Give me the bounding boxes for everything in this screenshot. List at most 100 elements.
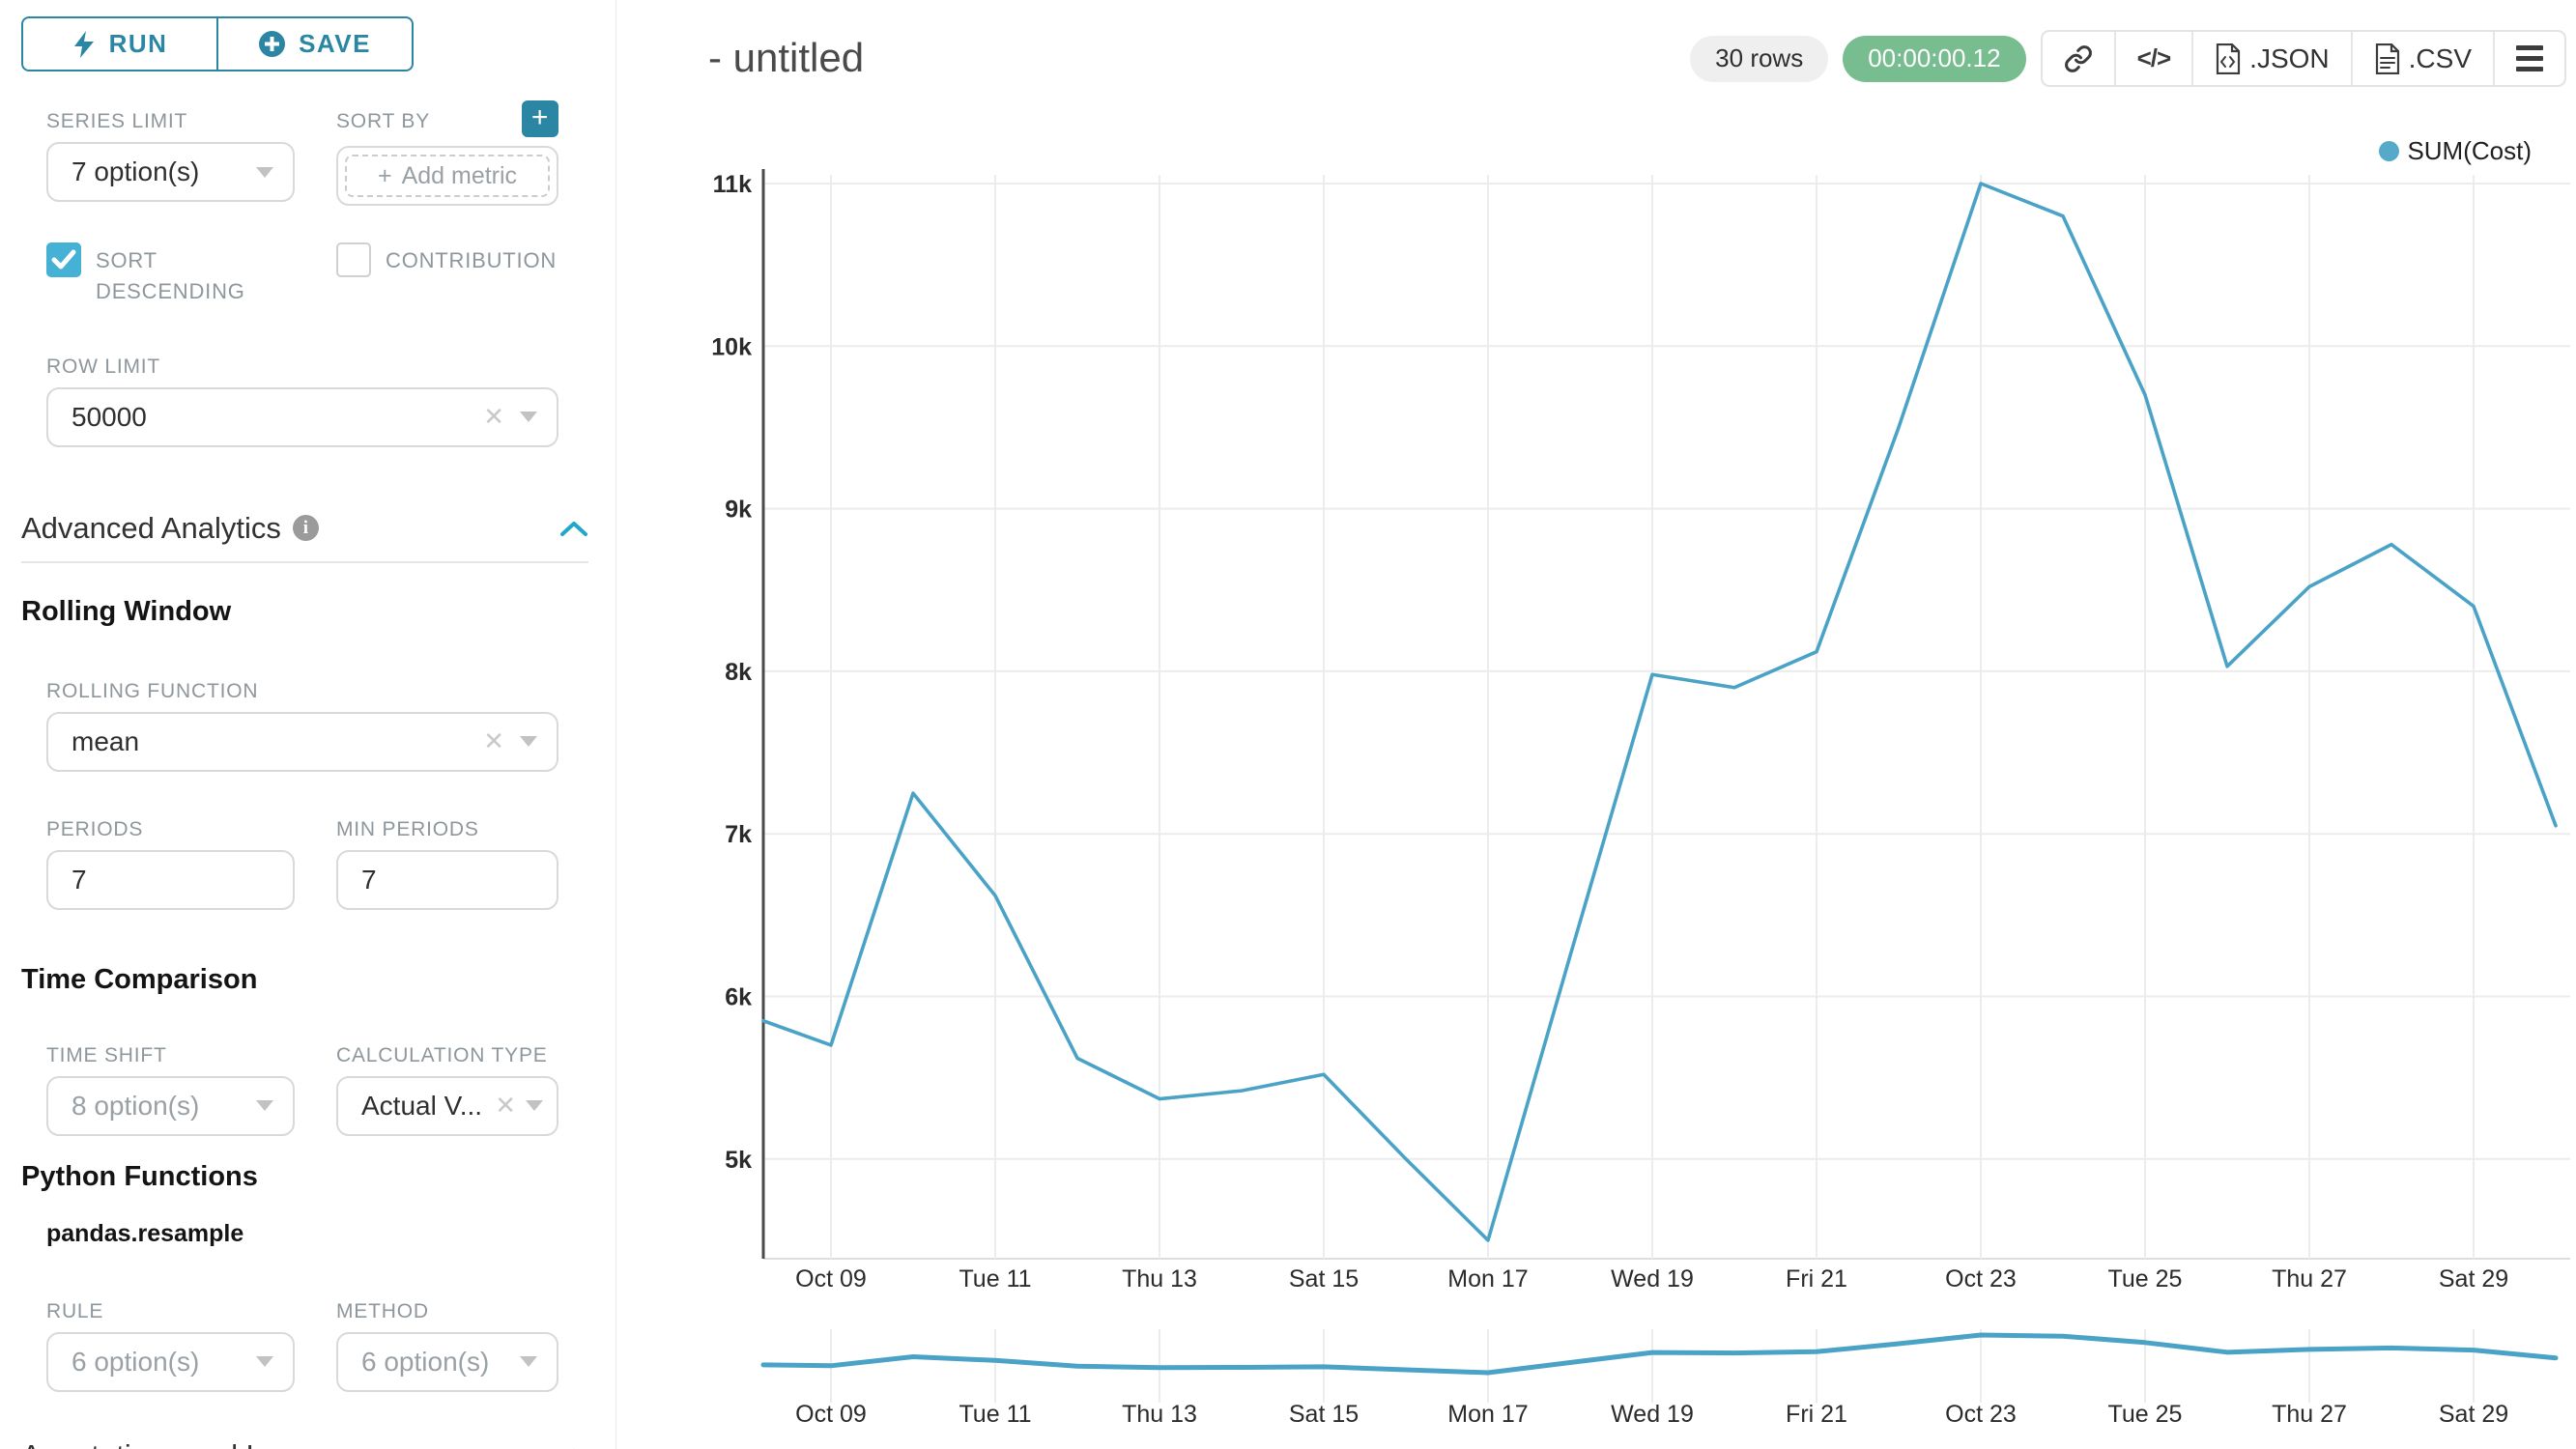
json-button-label: .JSON (2249, 43, 2330, 73)
svg-text:Sat 29: Sat 29 (2439, 1265, 2508, 1293)
svg-text:Thu 13: Thu 13 (1122, 1401, 1197, 1428)
svg-text:Oct 23: Oct 23 (1945, 1265, 2017, 1293)
svg-text:Tue 25: Tue 25 (2108, 1401, 2183, 1428)
rolling-function-select[interactable]: mean ✕ (46, 711, 558, 772)
svg-text:Oct 09: Oct 09 (795, 1401, 867, 1428)
annotations-header[interactable]: Annotations and Layers (21, 1438, 588, 1449)
annotations-title: Annotations and Layers (21, 1438, 336, 1449)
chevron-down-icon (256, 166, 273, 178)
query-timer-badge: 00:00:00.12 (1843, 35, 2026, 82)
rule-label: RULE (46, 1299, 104, 1322)
min-periods-value: 7 (361, 864, 377, 895)
run-save-button-group: RUN SAVE (21, 16, 414, 71)
chart-legend[interactable]: SUM(Cost) (2379, 136, 2532, 166)
clear-icon[interactable]: ✕ (495, 1091, 516, 1121)
time-shift-select[interactable]: 8 option(s) (46, 1075, 295, 1136)
info-icon: i (292, 515, 319, 542)
csv-file-icon (2375, 43, 2399, 74)
min-periods-label: MIN PERIODS (336, 817, 479, 840)
svg-text:Thu 13: Thu 13 (1122, 1265, 1197, 1293)
svg-text:7k: 7k (725, 821, 752, 848)
time-comparison-title: Time Comparison (21, 963, 258, 995)
row-count-badge: 30 rows (1690, 35, 1829, 82)
chevron-down-icon (520, 1356, 537, 1368)
lightning-icon (73, 30, 94, 58)
svg-text:Sat 15: Sat 15 (1289, 1265, 1359, 1293)
chart-svg[interactable]: 11k 10k 9k 8k 7k 6k 5k Oct 09 Oct 09 Tue 11 Tue 11… (624, 97, 2576, 1449)
clear-icon[interactable]: ✕ (483, 726, 504, 756)
add-metric-label: Add metric (401, 161, 518, 189)
svg-text:5k: 5k (725, 1147, 752, 1174)
svg-text:Mon 17: Mon 17 (1447, 1401, 1528, 1428)
chevron-up-icon (560, 521, 587, 536)
svg-text:Tue 11: Tue 11 (959, 1265, 1031, 1293)
svg-text:Sat 29: Sat 29 (2439, 1401, 2508, 1428)
svg-text:Wed 19: Wed 19 (1611, 1401, 1694, 1428)
json-file-icon (2217, 43, 2241, 74)
method-label: METHOD (336, 1299, 429, 1322)
row-limit-select[interactable]: 50000 ✕ (46, 386, 558, 447)
series-limit-label: SERIES LIMIT (46, 110, 188, 132)
save-button[interactable]: SAVE (216, 18, 412, 70)
sort-by-control: + Add metric (336, 146, 558, 206)
svg-text:Tue 25: Tue 25 (2108, 1265, 2183, 1293)
copy-link-button[interactable] (2043, 32, 2114, 85)
python-functions-title: Python Functions (21, 1160, 258, 1192)
embed-code-button[interactable]: </> (2113, 32, 2192, 85)
plus-icon: + (377, 161, 392, 189)
export-csv-button[interactable]: .CSV (2350, 32, 2493, 85)
chart-area: - untitled 30 rows 00:00:00.12 </> (616, 0, 2576, 1449)
rule-select[interactable]: 6 option(s) (46, 1331, 295, 1392)
legend-series-label: SUM(Cost) (2407, 136, 2532, 165)
time-shift-value: 8 option(s) (72, 1090, 200, 1121)
contribution-label: CONTRIBUTION (386, 248, 558, 272)
svg-text:11k: 11k (713, 171, 752, 198)
chevron-down-icon (520, 736, 537, 748)
plus-circle-icon (259, 31, 286, 57)
method-select[interactable]: 6 option(s) (336, 1331, 558, 1392)
sort-descending-checkbox[interactable] (46, 242, 81, 277)
add-sort-by-button[interactable]: + (522, 100, 558, 137)
code-icon: </> (2136, 43, 2172, 72)
data-panel: RUN SAVE SERIES LIMIT 7 option(s) (0, 0, 616, 1449)
contribution-checkbox[interactable] (336, 242, 371, 277)
section-divider (21, 560, 588, 563)
series-limit-select[interactable]: 7 option(s) (46, 142, 295, 202)
rolling-window-title: Rolling Window (21, 595, 232, 627)
svg-text:Oct 23: Oct 23 (1945, 1401, 2017, 1428)
advanced-analytics-title: Advanced Analytics (21, 510, 281, 545)
svg-text:Tue 11: Tue 11 (959, 1401, 1031, 1428)
pandas-resample-label: pandas.resample (46, 1219, 244, 1247)
run-button[interactable]: RUN (23, 18, 216, 70)
svg-text:10k: 10k (711, 333, 752, 360)
hamburger-icon (2516, 45, 2543, 71)
calculation-type-select[interactable]: Actual V... ✕ (336, 1075, 558, 1136)
export-toolbar: </> .JSON .CSV (2040, 30, 2566, 87)
svg-text:Fri 21: Fri 21 (1786, 1401, 1847, 1428)
svg-text:Fri 21: Fri 21 (1786, 1265, 1847, 1293)
clear-icon[interactable]: ✕ (483, 402, 504, 432)
svg-text:Thu 27: Thu 27 (2272, 1265, 2347, 1293)
run-button-label: RUN (108, 29, 168, 58)
export-json-button[interactable]: .JSON (2191, 32, 2350, 85)
periods-input[interactable]: 7 (46, 849, 295, 910)
csv-button-label: .CSV (2408, 43, 2472, 73)
svg-text:Oct 09: Oct 09 (795, 1265, 867, 1293)
rule-value: 6 option(s) (72, 1346, 200, 1377)
min-periods-input[interactable]: 7 (336, 849, 558, 910)
chevron-down-icon (526, 1100, 543, 1112)
sort-by-label: SORT BY (336, 110, 431, 132)
legend-dot-icon (2379, 141, 2400, 161)
chevron-down-icon (256, 1100, 273, 1112)
sort-descending-label: SORT DESCENDING (96, 248, 245, 303)
method-value: 6 option(s) (361, 1346, 490, 1377)
chart-menu-button[interactable] (2493, 32, 2564, 85)
svg-text:8k: 8k (725, 659, 752, 686)
add-metric-button[interactable]: + Add metric (345, 155, 550, 197)
svg-text:Wed 19: Wed 19 (1611, 1265, 1694, 1293)
chevron-down-icon (256, 1356, 273, 1368)
rolling-function-label: ROLLING FUNCTION (46, 679, 259, 702)
chart-header-actions: 30 rows 00:00:00.12 </> (1690, 30, 2566, 87)
advanced-analytics-header[interactable]: Advanced Analytics i (21, 511, 588, 546)
